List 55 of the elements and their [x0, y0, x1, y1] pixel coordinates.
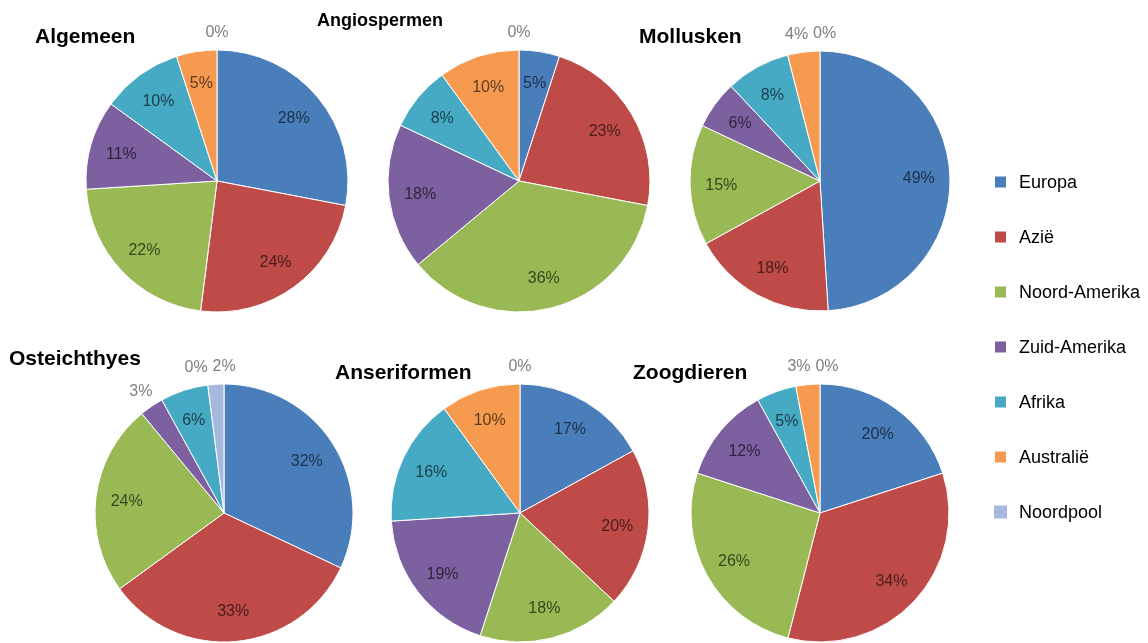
data-label: 10%	[472, 77, 505, 95]
data-label: 49%	[902, 169, 935, 187]
slice-label: Osteichthyes	[9, 345, 141, 369]
data-label: 5%	[523, 74, 547, 92]
slice-label: Zoogdieren	[633, 359, 748, 383]
legend-label: Azië	[1019, 227, 1055, 247]
data-label: 18%	[756, 259, 789, 277]
text: 0%	[508, 356, 532, 374]
data-label: 5%	[189, 74, 213, 92]
slice-label: Algemeen	[35, 23, 136, 47]
data-label: 19%	[426, 564, 459, 582]
data-label: 23%	[588, 121, 621, 139]
data-label: 22%	[128, 240, 161, 258]
data-label: 18%	[528, 599, 561, 617]
text: 0%	[813, 23, 837, 41]
data-label: 4%	[785, 24, 809, 42]
text: 0%	[184, 357, 208, 375]
data-label: 6%	[728, 114, 752, 132]
data-label: 36%	[527, 268, 560, 286]
data-label: 26%	[718, 551, 751, 569]
data-label: 11%	[105, 144, 137, 162]
data-label: 8%	[760, 85, 784, 103]
data-label: 32%	[290, 451, 323, 469]
text: 0%	[205, 22, 229, 40]
legend-label: Noord-Amerika	[1019, 282, 1142, 302]
data-label: 10%	[142, 91, 175, 109]
data-label: 17%	[553, 420, 586, 438]
legend-label: Australië	[1019, 447, 1090, 467]
data-label: 2%	[212, 356, 236, 374]
data-label: 16%	[415, 462, 448, 480]
data-label: 18%	[404, 184, 437, 202]
text: 0%	[507, 22, 531, 40]
data-label: 12%	[728, 442, 761, 460]
data-label: 28%	[277, 109, 310, 127]
slice-label: Anseriformen	[335, 359, 472, 383]
data-label: 6%	[182, 411, 206, 429]
data-label: 5%	[775, 412, 799, 430]
data-label: 20%	[601, 516, 634, 534]
data-label: 24%	[259, 253, 292, 271]
data-label: 24%	[110, 492, 143, 510]
slice-label: Mollusken	[639, 23, 742, 47]
data-label: 8%	[430, 109, 454, 127]
data-label: 33%	[217, 602, 250, 620]
legend-label: Afrika	[1019, 392, 1066, 412]
data-label: 3%	[787, 357, 811, 375]
data-label: 15%	[705, 175, 738, 193]
data-label: 3%	[129, 382, 153, 400]
slice-label: Angiospermen	[317, 9, 444, 30]
data-label: 20%	[861, 425, 894, 443]
text: 0%	[815, 356, 839, 374]
legend-label: Noordpool	[1019, 502, 1103, 522]
data-label: 34%	[875, 571, 908, 589]
data-label: 10%	[473, 411, 506, 429]
legend-label: Europa	[1019, 172, 1079, 192]
legend-label: Zuid-Amerika	[1019, 337, 1128, 357]
